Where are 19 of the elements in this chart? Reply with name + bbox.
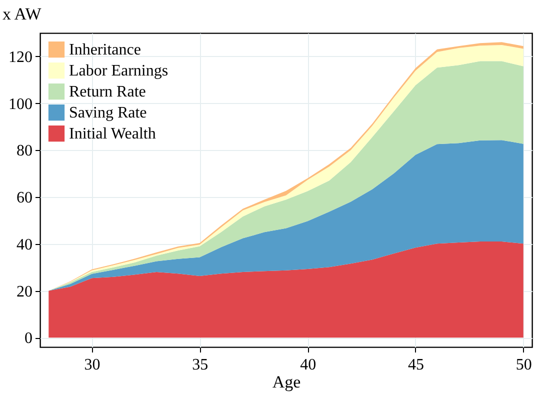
legend-label: Saving Rate bbox=[69, 104, 147, 122]
y-tick-label: 60 bbox=[16, 190, 32, 207]
legend-label: Inheritance bbox=[69, 42, 141, 58]
y-tick-label: 0 bbox=[24, 330, 32, 348]
y-tick-label: 100 bbox=[8, 96, 32, 113]
legend-label: Labor Earnings bbox=[69, 62, 168, 80]
y-tick-label: 80 bbox=[16, 142, 32, 160]
x-axis-title: Age bbox=[272, 372, 301, 392]
y-tick-label: 120 bbox=[8, 48, 32, 66]
y-tick-label: 20 bbox=[16, 283, 32, 300]
y-tick-label: 40 bbox=[16, 236, 32, 254]
x-tick-label: 35 bbox=[192, 356, 208, 374]
legend-label: Initial Wealth bbox=[69, 126, 156, 142]
x-tick-label: 50 bbox=[516, 356, 532, 374]
x-tick-label: 40 bbox=[300, 356, 316, 374]
legend-label: Return Rate bbox=[69, 84, 146, 100]
x-tick-label: 30 bbox=[84, 356, 100, 374]
y-axis-title: x AW bbox=[2, 4, 42, 24]
x-tick-label: 45 bbox=[408, 356, 424, 374]
